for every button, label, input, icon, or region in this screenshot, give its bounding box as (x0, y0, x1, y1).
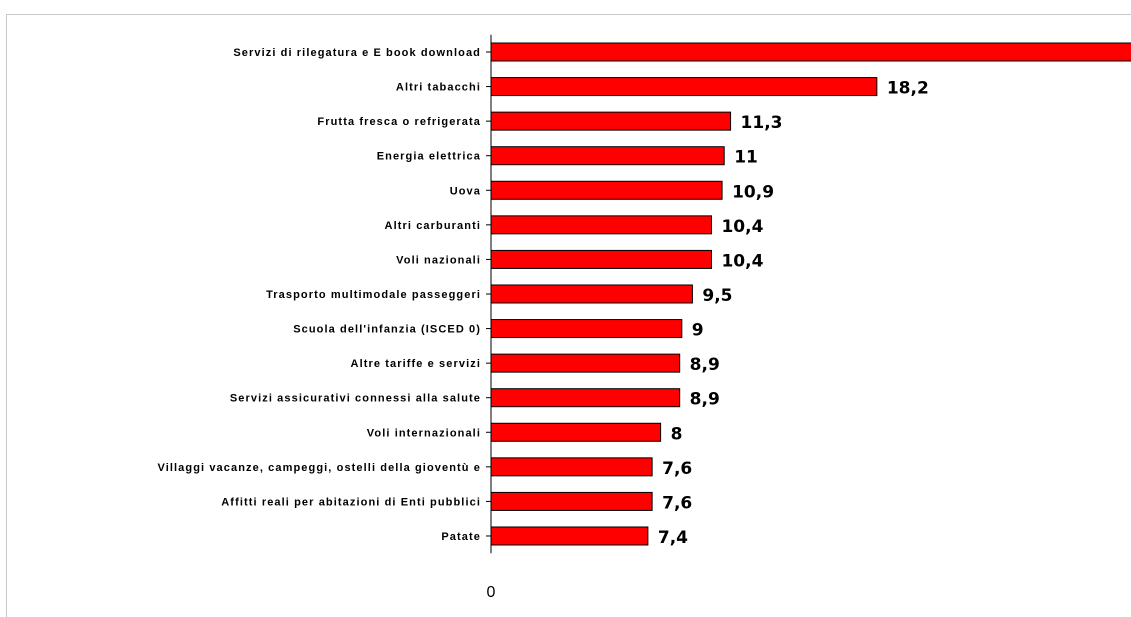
data-label: 18,2 (887, 79, 929, 99)
bar (490, 180, 723, 200)
category-label: Patate (441, 531, 481, 543)
bar (490, 388, 681, 408)
category-label: Voli internazionali (367, 427, 481, 439)
category-label: Servizi di rilegatura e E book download (233, 47, 481, 59)
data-label: 10,4 (721, 217, 763, 237)
category-label: Uova (450, 185, 481, 197)
category-label: Affitti reali per abitazioni di Enti pub… (221, 496, 481, 508)
data-label: 7,6 (662, 459, 692, 479)
bar (490, 249, 712, 269)
data-label: 11 (734, 148, 758, 168)
category-label: Frutta fresca o refrigerata (317, 116, 481, 128)
chart-frame (6, 14, 1131, 617)
bar (490, 146, 725, 166)
bar (490, 215, 712, 235)
bar (490, 42, 1131, 62)
data-label: 8 (671, 424, 683, 444)
category-label: Energia elettrica (377, 151, 481, 163)
bar (490, 77, 878, 97)
category-label: Servizi assicurativi connessi alla salut… (230, 393, 481, 405)
bar (490, 422, 662, 442)
data-label: 7,6 (662, 493, 692, 513)
bar (490, 319, 683, 339)
data-label: 10,4 (721, 251, 763, 271)
data-label: 8,9 (690, 355, 720, 375)
data-label: 8,9 (690, 390, 720, 410)
category-label: Altre tariffe e servizi (351, 358, 481, 370)
data-label: 10,9 (732, 182, 774, 202)
bar (490, 284, 693, 304)
category-label: Scuola dell'infanzia (ISCED 0) (293, 324, 481, 336)
bar (490, 526, 649, 546)
bar (490, 491, 653, 511)
category-label: Altri carburanti (385, 220, 481, 232)
data-label: 7,4 (658, 528, 688, 548)
category-label: Voli nazionali (396, 254, 481, 266)
bar (490, 457, 653, 477)
x-tick-label: 0 (487, 584, 496, 601)
category-label: Altri tabacchi (396, 82, 481, 94)
data-label: 9 (692, 321, 704, 341)
data-label: 11,3 (741, 113, 783, 133)
category-label: Villaggi vacanze, campeggi, ostelli dell… (157, 462, 481, 474)
category-label: Trasporto multimodale passeggeri (266, 289, 481, 301)
data-label: 9,5 (702, 286, 732, 306)
bar (490, 111, 732, 131)
bar (490, 353, 681, 373)
